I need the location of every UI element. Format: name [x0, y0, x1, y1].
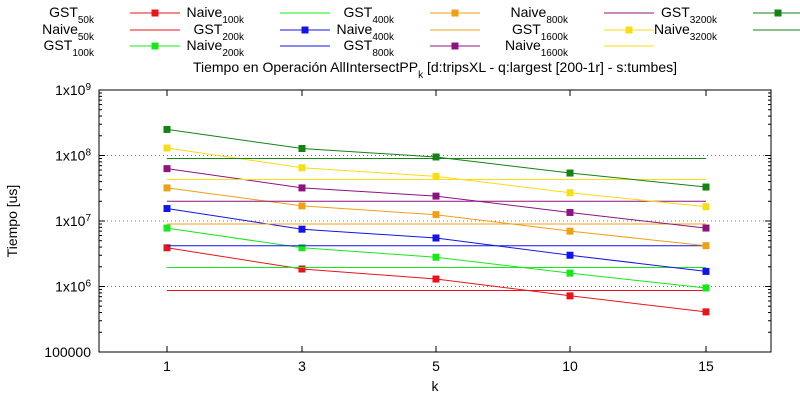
legend-marker — [151, 42, 159, 50]
legend-entry: GST400k — [344, 4, 480, 26]
legend-label: Naive100k — [187, 4, 245, 26]
x-axis-ticks: 1 3 5 10 15 — [163, 90, 714, 374]
legend-marker — [151, 9, 159, 17]
data-point — [566, 208, 574, 216]
legend-label: Naive1600k — [505, 37, 569, 59]
data-point — [163, 165, 171, 173]
series-gst-1600k — [163, 144, 710, 211]
x-tick-label: 1 — [163, 358, 171, 374]
legend-marker — [301, 26, 309, 34]
data-point — [702, 242, 710, 250]
legend-entry: GST3200k — [661, 4, 800, 26]
data-point — [298, 184, 306, 192]
series-gst-50k — [163, 244, 710, 316]
data-point — [702, 203, 710, 211]
legend-label: Naive3200k — [654, 21, 718, 43]
title-subscript: k — [418, 70, 424, 81]
x-axis-label: k — [432, 378, 440, 394]
data-point — [298, 244, 306, 252]
data-point — [432, 192, 440, 200]
data-point — [432, 234, 440, 242]
data-point — [566, 227, 574, 235]
data-point — [432, 253, 440, 261]
y-axis-label: Tiempo [us] — [4, 185, 20, 258]
data-point — [432, 153, 440, 161]
data-point — [298, 265, 306, 273]
legend-marker — [625, 26, 633, 34]
legend-label: Naive800k — [511, 4, 569, 26]
series-gst-800k — [163, 165, 710, 232]
legend-label: GST1600k — [512, 21, 569, 43]
legend-label: GST200k — [194, 21, 245, 43]
x-tick-label: 15 — [698, 358, 714, 374]
data-point — [702, 284, 710, 292]
data-point — [566, 269, 574, 277]
data-point — [566, 292, 574, 300]
series-gst-400k — [163, 184, 710, 250]
y-tick-label: 1x107 — [55, 213, 91, 230]
data-point — [702, 308, 710, 316]
y-tick-label: 100000 — [44, 344, 91, 360]
x-tick-label: 10 — [562, 358, 578, 374]
y-tick-label: 1x106 — [55, 278, 91, 295]
data-point — [566, 169, 574, 177]
y-tick-label: 1x108 — [55, 147, 91, 164]
legend-entry: GST200k — [194, 21, 330, 43]
legend-entry: GST1600k — [512, 21, 654, 43]
data-point — [163, 224, 171, 232]
legend-label: Naive400k — [337, 21, 395, 43]
legend-entry: GST50k — [49, 4, 180, 26]
data-point — [702, 183, 710, 191]
legend-entry: Naive200k — [187, 37, 330, 59]
legend-label: Naive50k — [42, 21, 95, 43]
data-point — [298, 225, 306, 233]
x-tick-label: 5 — [432, 358, 440, 374]
data-point — [163, 144, 171, 152]
data-point — [298, 202, 306, 210]
legend-entry: GST100k — [44, 37, 180, 59]
title-main: Tiempo en Operación AllIntersectPP — [193, 59, 418, 75]
data-point — [163, 244, 171, 252]
legend-marker — [451, 42, 459, 50]
y-axis-ticks: 100000 1x106 1x107 1x108 1x109 — [44, 82, 771, 360]
legend-label: Naive200k — [187, 37, 245, 59]
series-gst-100k — [163, 224, 710, 292]
data-point — [298, 164, 306, 172]
y-tick-label: 1x109 — [55, 82, 91, 99]
series-layer — [163, 125, 710, 316]
legend-marker — [451, 9, 459, 17]
legend-label: GST3200k — [661, 4, 718, 26]
legend-label: GST400k — [344, 4, 395, 26]
legend-marker — [774, 9, 782, 17]
plot-frame — [98, 89, 772, 353]
data-point — [566, 189, 574, 197]
title-rest: [d:tripsXL - q:largest [200-1r] - s:tumb… — [423, 59, 677, 75]
data-point — [702, 267, 710, 275]
data-point — [432, 275, 440, 283]
data-point — [163, 125, 171, 133]
data-point — [163, 205, 171, 213]
legend-entry: Naive100k — [187, 4, 330, 26]
legend-label: GST50k — [49, 4, 95, 26]
legend-entry: Naive800k — [511, 4, 654, 26]
legend-entry: Naive3200k — [654, 21, 800, 43]
data-point — [566, 251, 574, 259]
chart-title: Tiempo en Operación AllIntersectPPk [d:t… — [193, 59, 677, 81]
series-gst-200k — [163, 205, 710, 275]
data-point — [432, 172, 440, 180]
legend-entry: Naive50k — [42, 21, 180, 43]
data-point — [298, 144, 306, 152]
legend-entry: Naive1600k — [505, 37, 654, 59]
x-tick-label: 3 — [298, 358, 306, 374]
data-point — [432, 211, 440, 219]
data-point — [702, 224, 710, 232]
series-gst-3200k — [163, 125, 710, 191]
legend-entry: Naive400k — [337, 21, 480, 43]
data-point — [163, 184, 171, 192]
legend-label: GST800k — [344, 37, 395, 59]
legend: GST50kNaive50kGST100kNaive100kGST200kNai… — [42, 4, 800, 59]
legend-entry: GST800k — [344, 37, 480, 59]
legend-label: GST100k — [44, 37, 95, 59]
